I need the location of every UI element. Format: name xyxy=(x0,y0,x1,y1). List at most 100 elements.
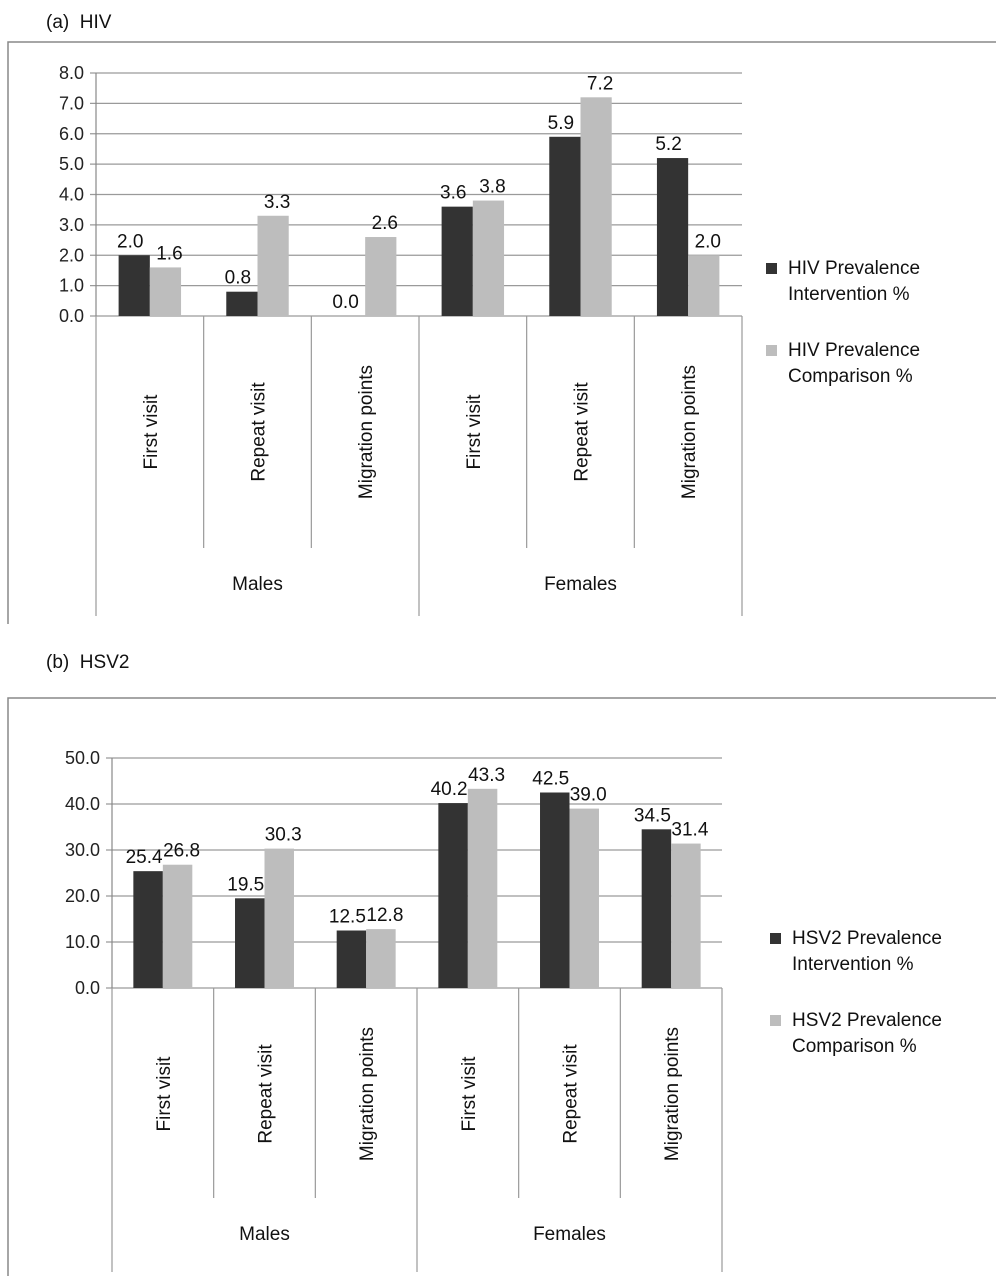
hsv2-bar-comparison xyxy=(569,808,599,988)
hiv-data-label: 2.0 xyxy=(695,231,721,252)
hsv2-ytick-label: 30.0 xyxy=(65,840,100,860)
hiv-ytick-label: 3.0 xyxy=(59,215,84,235)
hsv2-bar-comparison xyxy=(467,788,498,988)
hiv-data-label: 2.6 xyxy=(372,213,398,234)
hsv2-data-label: 40.2 xyxy=(431,779,468,800)
hiv-ytick-label: 7.0 xyxy=(59,93,84,113)
hiv-category-label: Repeat visit xyxy=(249,382,270,482)
hiv-bar-intervention xyxy=(656,158,689,316)
hsv2-chart-frame xyxy=(7,697,996,1276)
hiv-legend-text: Comparison % xyxy=(788,366,913,387)
hiv-ytick-label: 1.0 xyxy=(59,276,84,296)
hsv2-category-label: First visit xyxy=(459,1056,480,1132)
hiv-bar-comparison xyxy=(365,237,397,316)
hsv2-bar-comparison xyxy=(671,843,701,988)
hsv2-data-label: 30.3 xyxy=(265,825,302,846)
hiv-ytick-label: 2.0 xyxy=(59,245,84,265)
hiv-ytick-label: 5.0 xyxy=(59,154,84,174)
hiv-category-label: Migration points xyxy=(356,365,377,499)
hiv-legend-text: HIV Prevalence xyxy=(788,258,920,279)
hsv2-bar-intervention xyxy=(336,930,367,988)
hsv2-data-label: 26.8 xyxy=(163,841,200,862)
hiv-bar-comparison xyxy=(580,97,612,316)
hsv2-ytick-label: 10.0 xyxy=(65,932,100,952)
panel-b-letter: (b) xyxy=(46,652,70,673)
panel-b-heading: (b) HSV2 xyxy=(46,652,129,674)
hsv2-group-label: Females xyxy=(533,1224,606,1245)
hsv2-data-label: 19.5 xyxy=(227,874,264,895)
hiv-data-label: 7.2 xyxy=(587,73,613,94)
hsv2-category-label: Migration points xyxy=(662,1027,683,1161)
hsv2-legend-swatch xyxy=(770,933,781,944)
hiv-chart-frame xyxy=(7,41,996,624)
panel-a-title: HIV xyxy=(79,12,112,33)
hsv2-bar-comparison xyxy=(162,864,193,988)
hsv2-data-label: 12.8 xyxy=(366,905,403,926)
hsv2-ytick-label: 0.0 xyxy=(75,978,100,998)
hiv-group-label: Females xyxy=(544,574,617,595)
hsv2-legend-text: HSV2 Prevalence xyxy=(792,1010,942,1031)
hiv-bar-comparison xyxy=(149,267,182,316)
hsv2-legend-text: HSV2 Prevalence xyxy=(792,928,942,949)
hsv2-bar-comparison xyxy=(366,929,396,988)
hiv-bar-comparison xyxy=(688,255,720,316)
hsv2-data-label: 25.4 xyxy=(126,847,163,868)
panel-a-heading: (a) HIV xyxy=(46,12,111,34)
hiv-data-label: 1.6 xyxy=(156,243,182,264)
hiv-legend-text: Intervention % xyxy=(788,284,910,305)
hiv-ytick-label: 0.0 xyxy=(59,306,84,326)
hsv2-bar-comparison xyxy=(264,848,294,988)
hiv-bar-comparison xyxy=(472,200,505,316)
hiv-category-label: First visit xyxy=(464,394,485,470)
hsv2-group-label: Males xyxy=(239,1224,290,1245)
hiv-data-label: 3.8 xyxy=(479,177,505,198)
hsv2-bar-intervention xyxy=(235,898,265,988)
hsv2-ytick-label: 50.0 xyxy=(65,748,100,768)
hsv2-category-label: Repeat visit xyxy=(561,1044,582,1144)
hiv-prevalence-chart: 0.0 1.0 2.0 3.0 4.0 5.0 6.0 7.0 8.0 2.0 0.8 0.0 3.6 5… xyxy=(7,41,996,624)
hiv-data-label: 0.0 xyxy=(332,292,358,313)
hsv2-data-label: 39.0 xyxy=(570,785,607,806)
hiv-legend-swatch xyxy=(766,263,777,274)
hsv2-bar-intervention xyxy=(438,803,468,988)
hsv2-category-label: First visit xyxy=(154,1056,175,1132)
hiv-data-label: 5.2 xyxy=(655,134,681,155)
hiv-ytick-label: 8.0 xyxy=(59,63,84,83)
hsv2-bar-intervention xyxy=(540,792,570,988)
hiv-bar-intervention xyxy=(549,136,581,316)
hiv-data-label: 3.6 xyxy=(440,183,466,204)
hsv2-legend-text: Intervention % xyxy=(792,954,914,975)
hsv2-data-label: 12.5 xyxy=(329,907,366,928)
hiv-bar-intervention xyxy=(441,206,473,316)
hiv-data-label: 3.3 xyxy=(264,192,290,213)
hsv2-bar-intervention xyxy=(641,829,672,988)
hiv-ytick-label: 6.0 xyxy=(59,124,84,144)
hiv-legend-text: HIV Prevalence xyxy=(788,340,920,361)
panel-b-title: HSV2 xyxy=(79,652,130,673)
hiv-data-label: 2.0 xyxy=(117,231,143,252)
hsv2-category-label: Repeat visit xyxy=(256,1044,277,1144)
hsv2-legend-swatch xyxy=(770,1015,781,1026)
hsv2-data-label: 43.3 xyxy=(468,765,505,786)
hsv2-ytick-label: 20.0 xyxy=(65,886,100,906)
hsv2-ytick-label: 40.0 xyxy=(65,794,100,814)
hiv-data-label: 0.8 xyxy=(225,268,251,289)
hiv-bar-comparison xyxy=(257,215,289,316)
hiv-category-label: Migration points xyxy=(679,365,700,499)
hiv-ytick-label: 4.0 xyxy=(59,185,84,205)
hsv2-legend-text: Comparison % xyxy=(792,1036,917,1057)
hsv2-category-label: Migration points xyxy=(357,1027,378,1161)
hsv2-data-label: 34.5 xyxy=(634,805,671,826)
hsv2-prevalence-chart: 0.010.020.030.040.050.025.419.512.540.24… xyxy=(7,697,996,1276)
hiv-legend-swatch xyxy=(766,345,777,356)
hiv-category-label: First visit xyxy=(141,394,162,470)
hiv-bar-intervention xyxy=(118,255,150,316)
panel-a-letter: (a) xyxy=(46,12,70,33)
hsv2-data-label: 42.5 xyxy=(532,769,569,790)
hiv-bar-intervention xyxy=(226,291,258,316)
hiv-data-label: 5.9 xyxy=(548,113,574,134)
hiv-group-label: Males xyxy=(232,574,283,595)
hiv-category-label: Repeat visit xyxy=(572,382,593,482)
hsv2-data-label: 31.4 xyxy=(671,820,708,841)
hsv2-bar-intervention xyxy=(133,871,163,988)
